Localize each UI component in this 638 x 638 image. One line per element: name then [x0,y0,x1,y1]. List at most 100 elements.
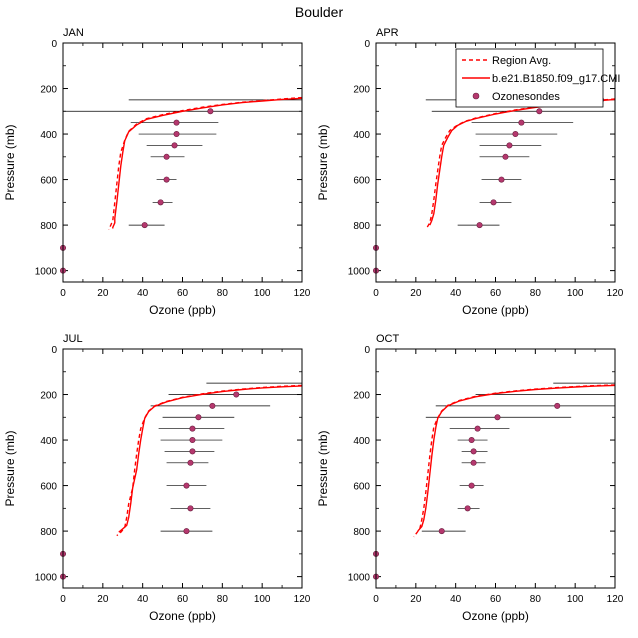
x-tick-label: 40 [450,288,462,299]
sonde-point [512,131,519,138]
x-tick-label: 20 [97,594,109,605]
panel-apr: 0 20 40 60 80 100 120 0 200 400 600 800 1000 Ozone (p… [316,27,624,317]
x-axis-label: Ozone (ppb) [149,303,216,317]
x-tick-label: 80 [217,594,229,605]
y-tick-label: 0 [51,345,57,356]
y-tick-label: 400 [353,436,370,447]
sonde-point [163,176,170,183]
x-tick-label: 100 [567,594,584,605]
x-tick-label: 40 [137,594,149,605]
plot-area [116,382,302,537]
y-tick-label: 0 [364,39,370,50]
y-tick-label: 600 [40,176,57,187]
y-tick-label: 200 [40,391,57,402]
x-tick-label: 60 [490,594,502,605]
x-tick-label: 20 [410,288,422,299]
x-tick-label: 0 [373,594,379,605]
y-tick-label: 1000 [348,573,371,584]
y-axis-label: Pressure (mb) [3,430,17,506]
x-axis-label: Ozone (ppb) [462,303,529,317]
x-tick-label: 80 [530,288,542,299]
x-tick-label: 100 [254,594,271,605]
sonde-point [173,119,180,126]
x-tick-label: 0 [60,288,66,299]
sonde-point [209,402,216,409]
y-tick-label: 800 [40,221,57,232]
x-axis-label: Ozone (ppb) [462,609,529,623]
x-tick-label: 20 [410,594,422,605]
y-axis-label: Pressure (mb) [3,124,17,200]
panel-jan: 0 20 40 60 80 100 120 0 200 400 600 800 1000 Ozone (p… [3,27,311,317]
panel-label: JAN [63,27,84,39]
sonde-point [490,199,497,206]
region-avg-line [413,384,615,538]
sonde-point [187,505,194,512]
panel-jul: 0 20 40 60 80 100 120 0 200 400 600 800 1000 Ozone (p… [3,333,311,623]
x-tick-label: 0 [60,594,66,605]
y-tick-label: 1000 [35,573,58,584]
sonde-point [474,425,481,432]
y-tick-label: 600 [353,482,370,493]
region-avg-line [425,98,615,230]
x-tick-label: 120 [607,288,624,299]
x-tick-label: 20 [97,288,109,299]
x-tick-label: 120 [294,288,311,299]
sonde-point [536,108,543,115]
x-tick-label: 80 [217,288,229,299]
sonde-point [464,505,471,512]
x-tick-label: 60 [490,288,502,299]
sonde-point [171,142,178,149]
model-line [118,385,302,533]
x-tick-label: 120 [607,594,624,605]
sonde-point [233,391,240,398]
y-tick-label: 800 [353,221,370,232]
legend: Region Avg. b.e21.B1850.f09_g17.CMI Ozon… [455,48,620,108]
y-tick-label: 0 [364,345,370,356]
x-tick-label: 100 [567,288,584,299]
sonde-point [468,482,475,489]
y-tick-label: 1000 [348,267,371,278]
x-tick-label: 120 [294,594,311,605]
sonde-point [207,108,214,115]
panel-label: APR [376,27,399,39]
sonde-point [494,414,501,421]
x-axis-label: Ozone (ppb) [149,609,216,623]
legend-model-label: b.e21.B1850.f09_g17.CMI [492,73,620,85]
sonde-point [195,414,202,421]
sonde-point [498,176,505,183]
sonde-point [468,437,475,444]
y-tick-label: 400 [353,130,370,141]
sonde-point [183,528,190,535]
sonde-point [518,119,525,126]
sonde-point [189,448,196,455]
sonde-point [163,153,170,160]
sonde-point [506,142,513,149]
model-line [417,384,615,532]
figure-title: Boulder [295,4,344,20]
region-avg-line [108,96,302,230]
x-tick-label: 60 [177,288,189,299]
model-line [112,97,302,229]
sonde-point [476,222,483,229]
x-tick-label: 100 [254,288,271,299]
sonde-point [554,402,561,409]
y-axis-label: Pressure (mb) [316,124,330,200]
y-tick-label: 0 [51,39,57,50]
legend-sonde-label: Ozonesondes [492,91,560,103]
y-tick-label: 400 [40,130,57,141]
sonde-point [187,459,194,466]
y-tick-label: 200 [353,85,370,96]
plot-area [425,98,615,230]
plot-area [413,382,615,538]
x-tick-label: 40 [450,594,462,605]
sonde-point [173,131,180,138]
sonde-point [470,459,477,466]
plot-frame [375,42,616,283]
y-tick-label: 200 [353,391,370,402]
y-tick-label: 200 [40,85,57,96]
y-axis-label: Pressure (mb) [316,430,330,506]
y-tick-label: 1000 [35,267,58,278]
sonde-point [183,482,190,489]
